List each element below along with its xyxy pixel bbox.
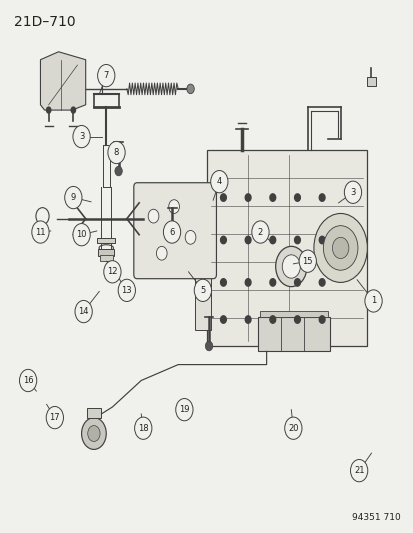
Circle shape	[318, 279, 324, 286]
Text: 21D–710: 21D–710	[14, 14, 75, 29]
Circle shape	[220, 194, 226, 201]
Circle shape	[210, 171, 228, 193]
Text: 16: 16	[23, 376, 33, 385]
Circle shape	[156, 246, 167, 260]
Text: 8: 8	[114, 148, 119, 157]
Bar	[366, 77, 375, 86]
Text: 3: 3	[79, 132, 84, 141]
Circle shape	[298, 250, 316, 272]
Circle shape	[220, 279, 226, 286]
Circle shape	[294, 316, 299, 323]
FancyBboxPatch shape	[133, 183, 216, 279]
Circle shape	[318, 194, 324, 201]
Text: 5: 5	[200, 286, 205, 295]
Circle shape	[220, 316, 226, 323]
Circle shape	[313, 214, 366, 282]
Circle shape	[284, 417, 301, 439]
Bar	[260, 311, 328, 317]
Text: 6: 6	[169, 228, 174, 237]
Text: 10: 10	[76, 230, 87, 239]
Circle shape	[134, 417, 152, 439]
Text: 2: 2	[257, 228, 262, 237]
Circle shape	[176, 399, 192, 421]
Polygon shape	[40, 52, 85, 110]
Text: 4: 4	[216, 177, 221, 186]
Circle shape	[294, 236, 299, 244]
Circle shape	[244, 279, 250, 286]
Text: 12: 12	[107, 268, 117, 276]
Circle shape	[282, 255, 299, 278]
Text: 18: 18	[138, 424, 148, 433]
Circle shape	[294, 194, 299, 201]
Circle shape	[350, 459, 367, 482]
Circle shape	[148, 209, 159, 223]
Text: 3: 3	[349, 188, 355, 197]
Bar	[100, 255, 113, 261]
Circle shape	[185, 230, 195, 244]
Text: 9: 9	[71, 193, 76, 202]
Circle shape	[81, 418, 106, 449]
Circle shape	[269, 194, 275, 201]
Circle shape	[104, 261, 121, 283]
Circle shape	[269, 316, 275, 323]
Text: 21: 21	[353, 466, 363, 475]
Bar	[98, 249, 114, 256]
Text: 14: 14	[78, 307, 89, 316]
Circle shape	[318, 316, 324, 323]
Bar	[194, 266, 211, 330]
Circle shape	[169, 200, 179, 214]
Circle shape	[294, 279, 299, 286]
Text: 13: 13	[121, 286, 132, 295]
Circle shape	[97, 64, 115, 87]
Circle shape	[323, 225, 357, 270]
Circle shape	[269, 279, 275, 286]
Circle shape	[73, 125, 90, 148]
Circle shape	[205, 341, 212, 351]
Circle shape	[318, 236, 324, 244]
Text: 20: 20	[287, 424, 298, 433]
Circle shape	[46, 107, 52, 114]
Circle shape	[275, 246, 306, 287]
Circle shape	[269, 236, 275, 244]
Circle shape	[75, 301, 92, 322]
Circle shape	[244, 236, 250, 244]
Circle shape	[19, 369, 37, 392]
Bar	[258, 317, 330, 351]
Text: 15: 15	[302, 257, 312, 265]
Circle shape	[70, 107, 76, 114]
Text: 11: 11	[35, 228, 45, 237]
Circle shape	[118, 279, 135, 302]
Circle shape	[251, 221, 268, 243]
Bar	[97, 238, 115, 243]
Circle shape	[364, 290, 381, 312]
Circle shape	[332, 237, 348, 259]
Text: 7: 7	[103, 71, 109, 80]
Bar	[86, 408, 101, 418]
Circle shape	[244, 316, 250, 323]
Circle shape	[115, 166, 122, 176]
Circle shape	[32, 221, 49, 243]
Text: 17: 17	[50, 413, 60, 422]
Circle shape	[220, 236, 226, 244]
Circle shape	[163, 221, 180, 243]
Circle shape	[194, 279, 211, 302]
Text: 19: 19	[179, 405, 189, 414]
Circle shape	[108, 141, 125, 164]
Circle shape	[169, 232, 176, 242]
Circle shape	[186, 84, 194, 94]
Text: 1: 1	[370, 296, 375, 305]
Circle shape	[344, 181, 361, 204]
Text: 94351 710: 94351 710	[351, 513, 399, 522]
Circle shape	[88, 425, 100, 441]
Circle shape	[64, 187, 82, 209]
Circle shape	[73, 223, 90, 246]
Circle shape	[244, 194, 250, 201]
Bar	[206, 150, 366, 346]
Circle shape	[46, 407, 63, 429]
